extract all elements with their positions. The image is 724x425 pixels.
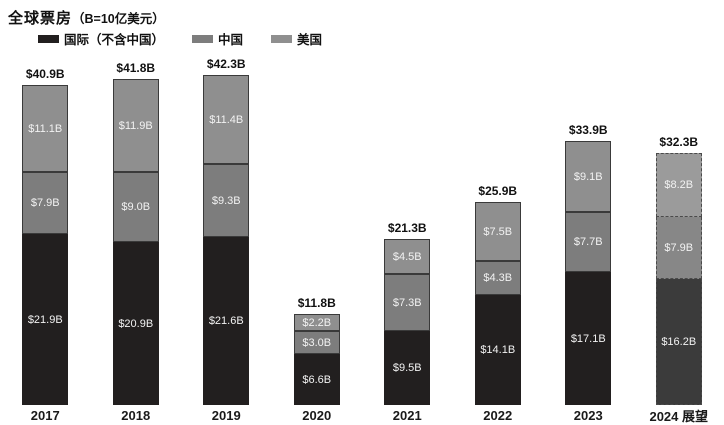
bar-segment-international: $20.9B [112, 242, 159, 405]
stacked-bar: $11.4B $9.3B $21.6B [203, 75, 250, 405]
bar-segment-international: $6.6B [293, 354, 340, 405]
bar-segment-usa: $7.5B [474, 202, 521, 261]
page-title: 全球票房（B=10亿美元） [8, 7, 165, 28]
bar-segment-china: $3.0B [293, 331, 340, 354]
legend-item-international: 国际（不含中国） [38, 29, 164, 48]
bar-segment-usa: $11.4B [203, 75, 250, 164]
chart: $40.9B $11.1B $7.9B $21.9B 2017 $41.8B $11.9B $… [0, 48, 724, 425]
chart-title: 全球票房 [8, 10, 73, 27]
legend-swatch-usa [271, 34, 293, 43]
bar-group-2019: $42.3B $11.4B $9.3B $21.6B 2019 [181, 48, 272, 425]
x-axis-label: 2021 [392, 407, 422, 423]
total-label: $40.9B [25, 67, 65, 81]
bar-group-2020: $11.8B $2.2B $3.0B $6.6B 2020 [272, 48, 363, 425]
total-label: $11.8B [297, 296, 336, 310]
x-axis-label: 2018 [121, 407, 151, 423]
bar-segment-usa: $4.5B [384, 239, 431, 274]
bar-group-2021: $21.3B $4.5B $7.3B $9.5B 2021 [362, 48, 453, 425]
total-label: $33.9B [568, 123, 608, 137]
bar-segment-usa: $8.2B [655, 153, 702, 217]
total-label: $41.8B [116, 61, 156, 75]
chart-title-unit: （B=10亿美元） [72, 12, 165, 26]
bar-group-2017: $40.9B $11.1B $7.9B $21.9B 2017 [0, 48, 91, 425]
bar-segment-international: $21.9B [22, 234, 69, 405]
total-label: $25.9B [478, 184, 518, 198]
stacked-bar: $11.9B $9.0B $20.9B [112, 79, 159, 405]
legend-swatch-china [192, 34, 214, 43]
total-label: $21.3B [387, 221, 427, 235]
stacked-bar-forecast: $8.2B $7.9B $16.2B [655, 153, 702, 405]
stacked-bar: $4.5B $7.3B $9.5B [384, 239, 431, 405]
x-axis-label: 2022 [483, 407, 513, 423]
stacked-bar: $11.1B $7.9B $21.9B [22, 85, 69, 405]
legend-label-usa: 美国 [297, 33, 323, 47]
chart-legend: 国际（不含中国） 中国 美国 [38, 29, 350, 48]
total-label: $32.3B [659, 135, 699, 149]
legend-item-china: 中国 [192, 29, 243, 48]
stacked-bar: $9.1B $7.7B $17.1B [565, 141, 612, 405]
stacked-bar: $2.2B $3.0B $6.6B [293, 314, 340, 405]
total-label: $42.3B [206, 57, 246, 71]
bar-segment-usa: $2.2B [293, 314, 340, 331]
bar-segment-china: $9.0B [112, 172, 159, 242]
bar-segment-china: $9.3B [203, 164, 250, 237]
bar-segment-usa: $11.1B [22, 85, 69, 172]
bar-segment-international: $9.5B [384, 331, 431, 405]
bar-segment-international: $21.6B [203, 237, 250, 405]
legend-item-usa: 美国 [271, 29, 322, 48]
bar-segment-china: $7.9B [655, 217, 702, 279]
bar-group-2018: $41.8B $11.9B $9.0B $20.9B 2018 [91, 48, 182, 425]
bar-segment-international: $17.1B [565, 272, 612, 405]
x-axis-label: 2019 [211, 407, 241, 423]
bar-segment-usa: $11.9B [112, 79, 159, 172]
x-axis-label: 2024 展望 [649, 408, 709, 424]
bar-group-2022: $25.9B $7.5B $4.3B $14.1B 2022 [453, 48, 544, 425]
bar-group-2024-展望: $32.3B $8.2B $7.9B $16.2B 2024 展望 [634, 48, 724, 425]
bar-segment-china: $7.9B [22, 172, 69, 234]
bar-segment-china: $7.7B [565, 212, 612, 272]
bar-segment-usa: $9.1B [565, 141, 612, 212]
bar-group-2023: $33.9B $9.1B $7.7B $17.1B 2023 [543, 48, 634, 425]
bar-segment-international: $16.2B [655, 279, 702, 405]
x-axis-label: 2023 [573, 407, 603, 423]
bar-segment-china: $7.3B [384, 274, 431, 331]
bar-segment-international: $14.1B [474, 295, 521, 405]
bar-segment-china: $4.3B [474, 261, 521, 295]
x-axis-label: 2017 [30, 407, 60, 423]
legend-label-china: 中国 [218, 33, 244, 47]
legend-swatch-international [38, 34, 59, 43]
legend-label-international: 国际（不含中国） [64, 33, 165, 47]
stacked-bar: $7.5B $4.3B $14.1B [474, 202, 521, 405]
x-axis-label: 2020 [302, 407, 332, 423]
